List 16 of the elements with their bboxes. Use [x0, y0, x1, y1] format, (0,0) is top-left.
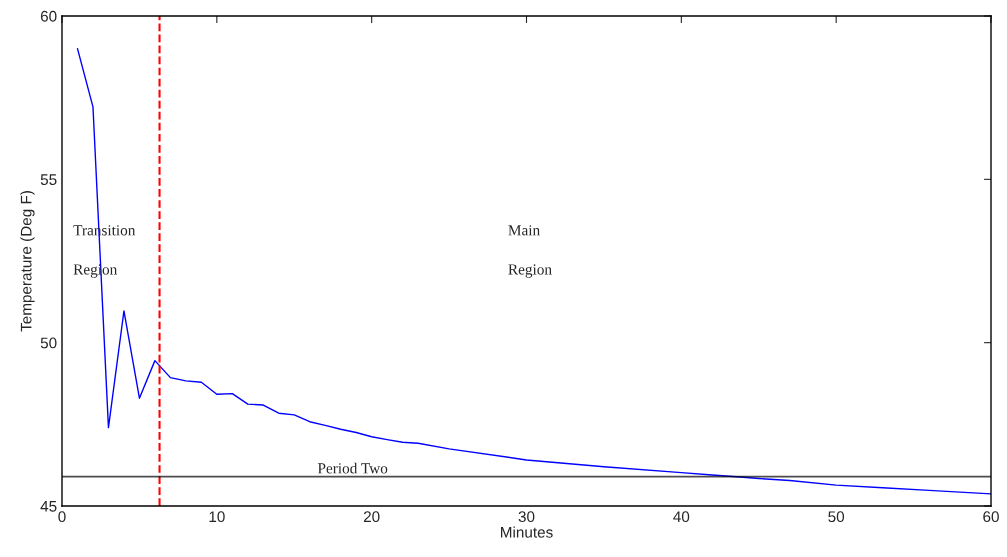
annotation: Main [508, 225, 540, 236]
x-axis-title: Minutes [501, 526, 553, 538]
x-tick-label: 10 [209, 511, 225, 523]
x-tick-label: 50 [828, 511, 845, 523]
ref-line-label: Period Two [317, 462, 388, 474]
x-tick-label: 20 [363, 511, 380, 523]
x-tick-label: 60 [983, 511, 999, 523]
y-tick-label: 45 [40, 501, 57, 512]
y-tick-label: 60 [40, 10, 57, 22]
annotation: Region [508, 264, 552, 278]
x-tick-label: 30 [518, 511, 535, 523]
y-axis-title: Temperature (Deg F) [20, 191, 35, 332]
y-tick-label: 50 [40, 337, 57, 349]
x-tick-label: 40 [673, 511, 690, 523]
x-tick-label: 0 [58, 511, 66, 523]
y-tick-label: 55 [40, 174, 57, 186]
